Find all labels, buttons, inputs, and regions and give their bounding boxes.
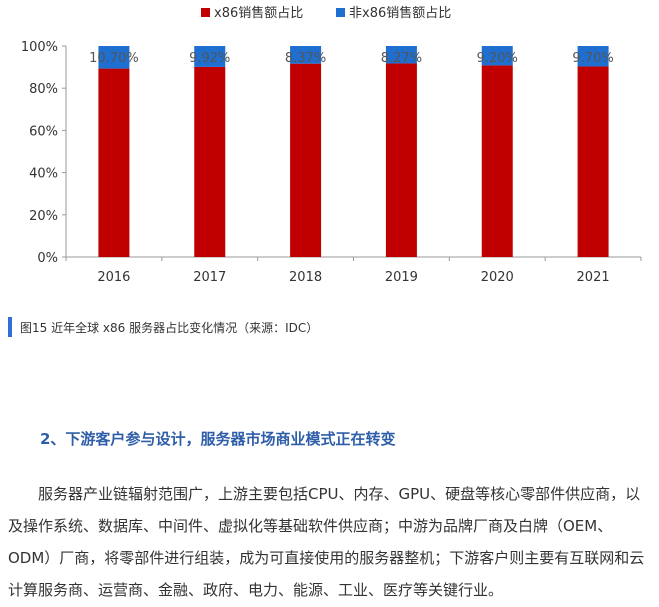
data-label: 9.70% xyxy=(572,51,613,66)
legend-label-1: x86销售额占比 xyxy=(214,5,303,21)
caption-accent-bar xyxy=(8,317,12,337)
bar-non-x86 xyxy=(385,46,417,64)
data-label: 10.70% xyxy=(89,51,139,66)
y-tick-label: 0% xyxy=(37,251,58,266)
figure-caption: 图15 近年全球 x86 服务器占比变化情况（来源：IDC） xyxy=(8,316,318,338)
bar-x86 xyxy=(290,63,322,257)
data-label: 8.27% xyxy=(381,51,422,66)
x-tick-label: 2021 xyxy=(577,270,610,285)
x-tick-label: 2019 xyxy=(385,270,418,285)
y-tick-label: 100% xyxy=(21,40,58,55)
legend-label-2: 非x86销售额占比 xyxy=(349,5,451,21)
section-heading: 2、下游客户参与设计，服务器市场商业模式正在转变 xyxy=(40,430,396,448)
x-tick-label: 2020 xyxy=(481,270,514,285)
x-tick-label: 2017 xyxy=(193,270,226,285)
caption-text: 图15 近年全球 x86 服务器占比变化情况（来源：IDC） xyxy=(20,320,319,335)
data-label: 9.92% xyxy=(189,51,230,66)
stacked-bar-chart: x86销售额占比 非x86销售额占比 0% 20% 40% 60% 80% 100% 10.70… xyxy=(0,0,659,300)
legend-swatch-1 xyxy=(201,8,210,17)
data-label: 9.20% xyxy=(477,51,518,66)
y-tick-label: 80% xyxy=(29,82,58,97)
x-tick-label: 2016 xyxy=(97,270,130,285)
bar-x86 xyxy=(98,68,130,258)
bar-non-x86 xyxy=(194,46,226,67)
bar-non-x86 xyxy=(98,46,130,69)
chart-canvas: x86销售额占比 非x86销售额占比 0% 20% 40% 60% 80% 100% 10.70… xyxy=(21,5,642,285)
y-tick-label: 60% xyxy=(29,124,58,139)
bar-non-x86 xyxy=(577,46,609,67)
bar-x86 xyxy=(577,66,609,257)
bar-non-x86 xyxy=(290,46,322,64)
legend-swatch-2 xyxy=(336,8,345,17)
bar-x86 xyxy=(481,65,513,257)
bar-non-x86 xyxy=(481,46,513,66)
x-tick-label: 2018 xyxy=(289,270,322,285)
bar-x86 xyxy=(385,63,417,257)
body-paragraph: 服务器产业链辐射范围广，上游主要包括CPU、内存、GPU、硬盘等核心零部件供应商… xyxy=(8,485,645,599)
bar-x86 xyxy=(194,66,226,257)
y-tick-label: 40% xyxy=(29,167,58,182)
data-label: 8.37% xyxy=(285,51,326,66)
y-tick-label: 20% xyxy=(29,209,58,224)
